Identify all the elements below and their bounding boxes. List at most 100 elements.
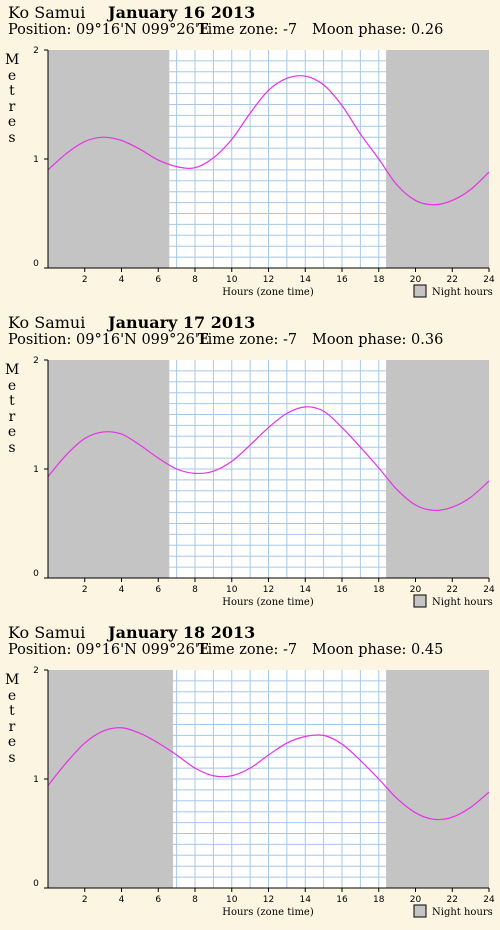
y-tick-label: 0 <box>33 259 39 269</box>
x-tick-label: 10 <box>226 895 238 905</box>
moon-phase-label: Moon phase: 0.36 <box>312 332 444 348</box>
y-tick-label: 2 <box>33 666 39 676</box>
y-axis-label-letter: r <box>8 718 16 735</box>
tide-curve <box>47 727 490 821</box>
legend-swatch <box>413 594 427 608</box>
y-tick-label: 0 <box>33 569 39 579</box>
night-band <box>386 50 489 268</box>
position-label: Position: 09°16'N 099°26'E <box>8 642 210 658</box>
x-tick-label: 12 <box>263 275 274 285</box>
night-band <box>48 360 170 578</box>
tide-panel: Ko Samui January 16 2013 Position: 09°16… <box>0 0 500 310</box>
night-band <box>48 50 170 268</box>
x-tick-label: 16 <box>336 585 348 595</box>
x-tick-label: 8 <box>192 275 198 285</box>
x-tick-label: 12 <box>263 585 274 595</box>
y-axis-label-letter: t <box>9 83 15 99</box>
x-tick-label: 8 <box>192 585 198 595</box>
y-tick-label: 2 <box>33 356 39 366</box>
y-axis-label-letter: e <box>7 734 17 750</box>
x-tick-label: 20 <box>410 275 422 285</box>
y-axis-label-letter: s <box>8 439 16 456</box>
y-axis-label-letter: r <box>8 98 16 115</box>
y-axis-label-letter: e <box>7 424 17 440</box>
x-tick-label: 18 <box>373 895 385 905</box>
y-axis-label-letter: t <box>9 703 15 719</box>
y-axis-label-letter: e <box>7 687 17 704</box>
x-tick-label: 14 <box>300 585 312 595</box>
moon-phase-label: Moon phase: 0.26 <box>312 22 444 38</box>
x-tick-label: 18 <box>373 585 385 595</box>
x-axis-label: Hours (zone time) <box>222 287 314 298</box>
tide-panel: Ko Samui January 17 2013 Position: 09°16… <box>0 310 500 620</box>
place-name: Ko Samui <box>8 3 86 22</box>
position-label: Position: 09°16'N 099°26'E <box>8 332 210 348</box>
x-tick-label: 20 <box>410 585 422 595</box>
x-tick-label: 20 <box>410 895 422 905</box>
x-tick-label: 4 <box>119 585 125 595</box>
y-axis-label-letter: r <box>8 408 16 425</box>
timezone-label: Time zone: -7 <box>198 332 298 348</box>
night-band <box>386 670 489 888</box>
x-tick-label: 2 <box>82 585 88 595</box>
x-axis-label: Hours (zone time) <box>222 597 314 608</box>
y-axis-label-letter: s <box>8 129 16 146</box>
legend-swatch <box>413 284 427 298</box>
x-tick-label: 22 <box>447 275 458 285</box>
night-band <box>48 670 173 888</box>
x-tick-label: 24 <box>483 585 495 595</box>
y-tick-label: 1 <box>33 155 39 165</box>
legend-label: Night hours <box>432 597 493 608</box>
x-tick-label: 16 <box>336 275 348 285</box>
place-name: Ko Samui <box>8 313 86 332</box>
y-axis-label-letter: M <box>5 362 20 378</box>
y-tick-label: 2 <box>33 46 39 56</box>
x-axis-label: Hours (zone time) <box>222 907 314 918</box>
chart-date: January 16 2013 <box>108 3 256 22</box>
legend-label: Night hours <box>432 287 493 298</box>
place-name: Ko Samui <box>8 623 86 642</box>
x-tick-label: 2 <box>82 275 88 285</box>
x-tick-label: 24 <box>483 275 495 285</box>
y-axis-label-letter: t <box>9 393 15 409</box>
x-tick-label: 12 <box>263 895 274 905</box>
y-axis-label-letter: M <box>5 52 20 68</box>
x-tick-label: 8 <box>192 895 198 905</box>
y-axis-label-letter: M <box>5 672 20 688</box>
tide-panel: Ko Samui January 18 2013 Position: 09°16… <box>0 620 500 930</box>
tide-curve <box>47 406 490 512</box>
night-band <box>386 360 489 578</box>
x-tick-label: 18 <box>373 275 385 285</box>
y-tick-label: 1 <box>33 465 39 475</box>
x-tick-label: 14 <box>300 275 312 285</box>
timezone-label: Time zone: -7 <box>198 22 298 38</box>
x-tick-label: 4 <box>119 895 125 905</box>
x-tick-label: 6 <box>155 895 161 905</box>
x-tick-label: 6 <box>155 585 161 595</box>
x-tick-label: 16 <box>336 895 348 905</box>
x-tick-label: 24 <box>483 895 495 905</box>
y-axis-label-letter: e <box>7 114 17 130</box>
chart-date: January 17 2013 <box>108 313 256 332</box>
chart-date: January 18 2013 <box>108 623 256 642</box>
x-tick-label: 10 <box>226 275 238 285</box>
position-label: Position: 09°16'N 099°26'E <box>8 22 210 38</box>
x-tick-label: 22 <box>447 895 458 905</box>
x-tick-label: 6 <box>155 275 161 285</box>
x-tick-label: 10 <box>226 585 238 595</box>
legend-swatch <box>413 904 427 918</box>
x-tick-label: 22 <box>447 585 458 595</box>
x-tick-label: 2 <box>82 895 88 905</box>
y-axis-label-letter: e <box>7 67 17 84</box>
timezone-label: Time zone: -7 <box>198 642 298 658</box>
tide-curve <box>47 75 490 206</box>
y-tick-label: 1 <box>33 775 39 785</box>
y-tick-label: 0 <box>33 879 39 889</box>
x-tick-label: 14 <box>300 895 312 905</box>
